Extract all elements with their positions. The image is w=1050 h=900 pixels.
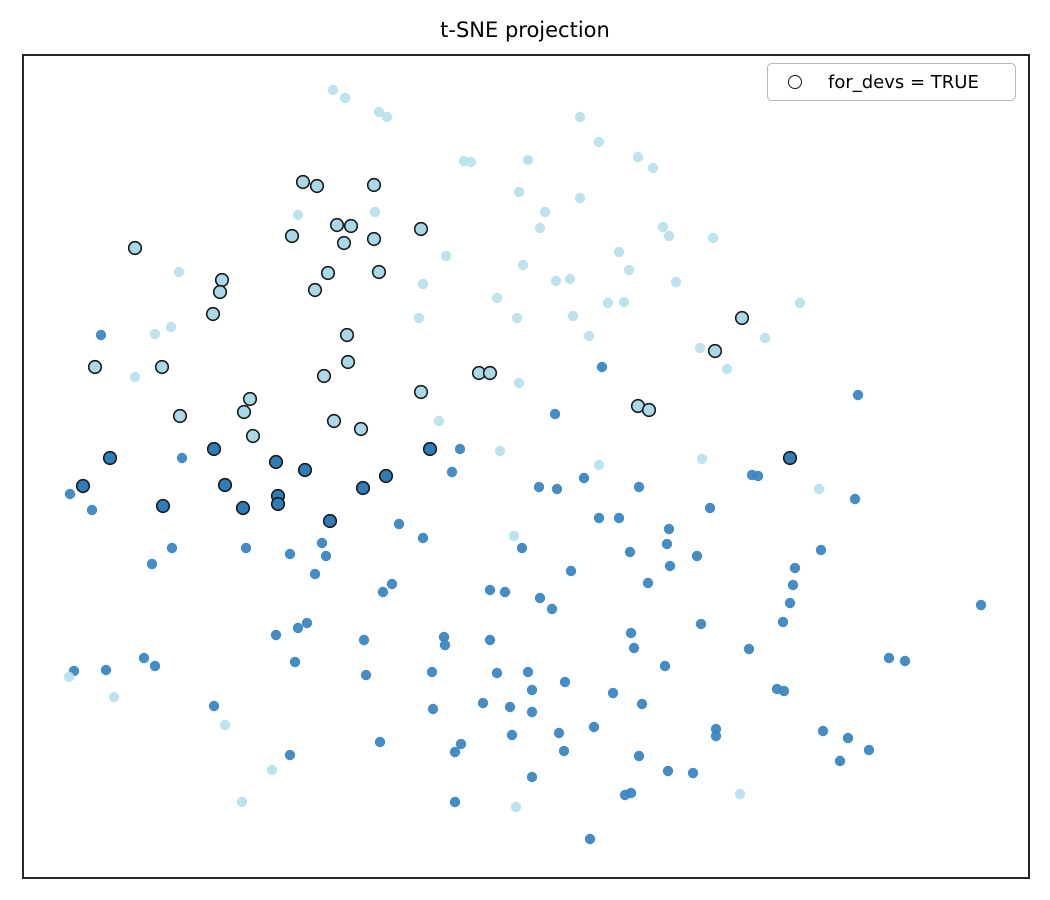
open-circle-icon bbox=[788, 75, 802, 89]
chart-title: t-SNE projection bbox=[440, 18, 610, 42]
legend: for_devs = TRUE bbox=[767, 63, 1016, 101]
legend-label: for_devs = TRUE bbox=[828, 71, 979, 93]
plot-area bbox=[22, 54, 1030, 879]
